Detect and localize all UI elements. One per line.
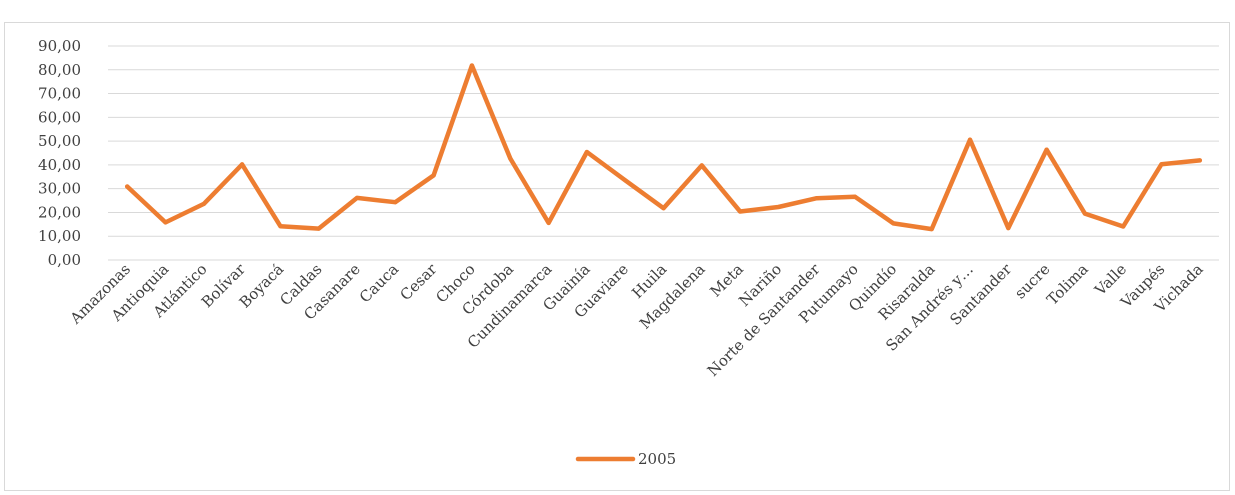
data-point [431,173,436,178]
y-tick-label: 10,00 [38,227,81,245]
data-point [891,221,896,226]
legend: 2005 [575,450,676,468]
y-tick-label: 30,00 [38,180,81,198]
data-point [699,163,704,168]
data-point [1044,147,1049,152]
data-point [738,209,743,214]
data-point [1197,158,1202,163]
data-point [929,227,934,232]
data-point [201,201,206,206]
data-point [508,156,513,161]
y-tick-label: 70,00 [38,85,81,103]
data-point [278,224,283,229]
y-tick-label: 50,00 [38,132,81,150]
series-lines [124,63,1203,232]
grid-lines [108,45,1219,261]
data-point [125,184,130,189]
y-tick-label: 80,00 [38,61,81,79]
x-tick-label: Tolima [1043,260,1092,309]
data-point [623,178,628,183]
x-tick-label: Cesar [397,260,442,305]
data-point [776,204,781,209]
data-point [546,220,551,225]
data-point [316,226,321,231]
data-point [355,195,360,200]
data-point [661,206,666,211]
data-point [814,196,819,201]
x-tick-label: Cauca [356,260,402,306]
data-point [967,137,972,142]
y-tick-label: 20,00 [38,203,81,221]
series-line-2005 [124,63,1203,232]
data-point [1006,226,1011,231]
line-chart: 0,00 10,00 20,00 30,00 40,00 50,00 60,00 70,00 8… [38,37,1219,468]
data-point [1159,162,1164,167]
y-tick-label: 0,00 [48,251,81,269]
data-point [163,220,168,225]
data-point [1121,224,1126,229]
data-point [469,63,474,68]
legend-entry-2005: 2005 [638,450,676,468]
data-point [393,200,398,205]
data-point [1082,211,1087,216]
y-tick-label: 60,00 [38,108,81,126]
data-point [853,194,858,199]
x-axis-tick-labels: AmazonasAntioquiaAtlánticoBolívarBoyacáC… [66,260,1207,380]
data-point [240,162,245,167]
data-point [584,150,589,155]
y-axis-tick-labels: 0,00 10,00 20,00 30,00 40,00 50,00 60,00 70,00 8… [38,37,81,269]
y-tick-label: 40,00 [38,156,81,174]
chart-area: 0,00 10,00 20,00 30,00 40,00 50,00 60,00 70,00 8… [4,22,1230,491]
y-tick-label: 90,00 [38,37,81,55]
